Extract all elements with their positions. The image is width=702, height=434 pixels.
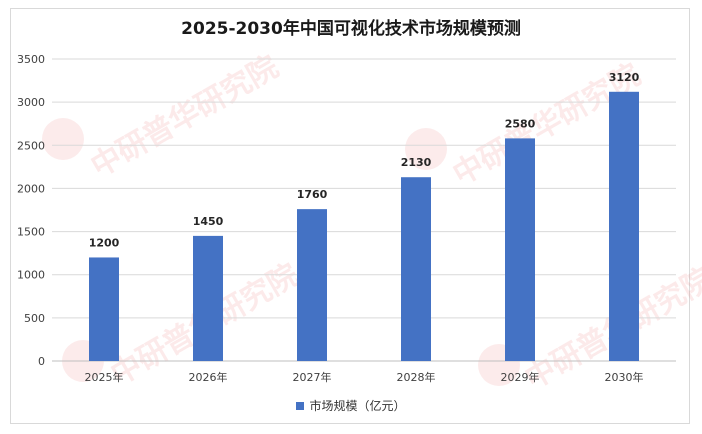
y-tick-label: 2500 <box>17 139 45 152</box>
chart-frame <box>10 8 690 424</box>
bar <box>89 257 119 361</box>
data-label: 1760 <box>297 188 328 201</box>
legend-label: 市场规模（亿元） <box>309 399 406 413</box>
data-label: 1200 <box>89 236 120 249</box>
y-tick-label: 1500 <box>17 226 45 239</box>
chart-title: 2025-2030年中国可视化技术市场规模预测 <box>181 19 521 39</box>
data-label: 2130 <box>401 156 432 169</box>
x-tick-label: 2028年 <box>397 370 436 384</box>
y-tick-label: 500 <box>24 312 45 325</box>
x-tick-label: 2029年 <box>501 370 540 384</box>
data-label: 1450 <box>193 215 224 228</box>
x-tick-label: 2026年 <box>189 370 228 384</box>
legend: 市场规模（亿元） <box>0 397 702 414</box>
bar <box>297 209 327 361</box>
bar <box>193 235 223 361</box>
legend-swatch <box>296 401 305 410</box>
data-label: 3120 <box>609 71 640 84</box>
y-tick-label: 1000 <box>17 269 45 282</box>
y-tick-label: 0 <box>38 355 45 368</box>
x-tick-label: 2027年 <box>293 370 332 384</box>
y-tick-label: 3000 <box>17 96 45 109</box>
y-tick-label: 3500 <box>17 53 45 66</box>
y-tick-label: 2000 <box>17 182 45 195</box>
bar <box>505 138 535 361</box>
x-tick-label: 2025年 <box>85 370 124 384</box>
data-label: 2580 <box>505 117 536 130</box>
x-tick-label: 2030年 <box>605 370 644 384</box>
bar <box>609 91 639 361</box>
bar <box>401 177 431 361</box>
